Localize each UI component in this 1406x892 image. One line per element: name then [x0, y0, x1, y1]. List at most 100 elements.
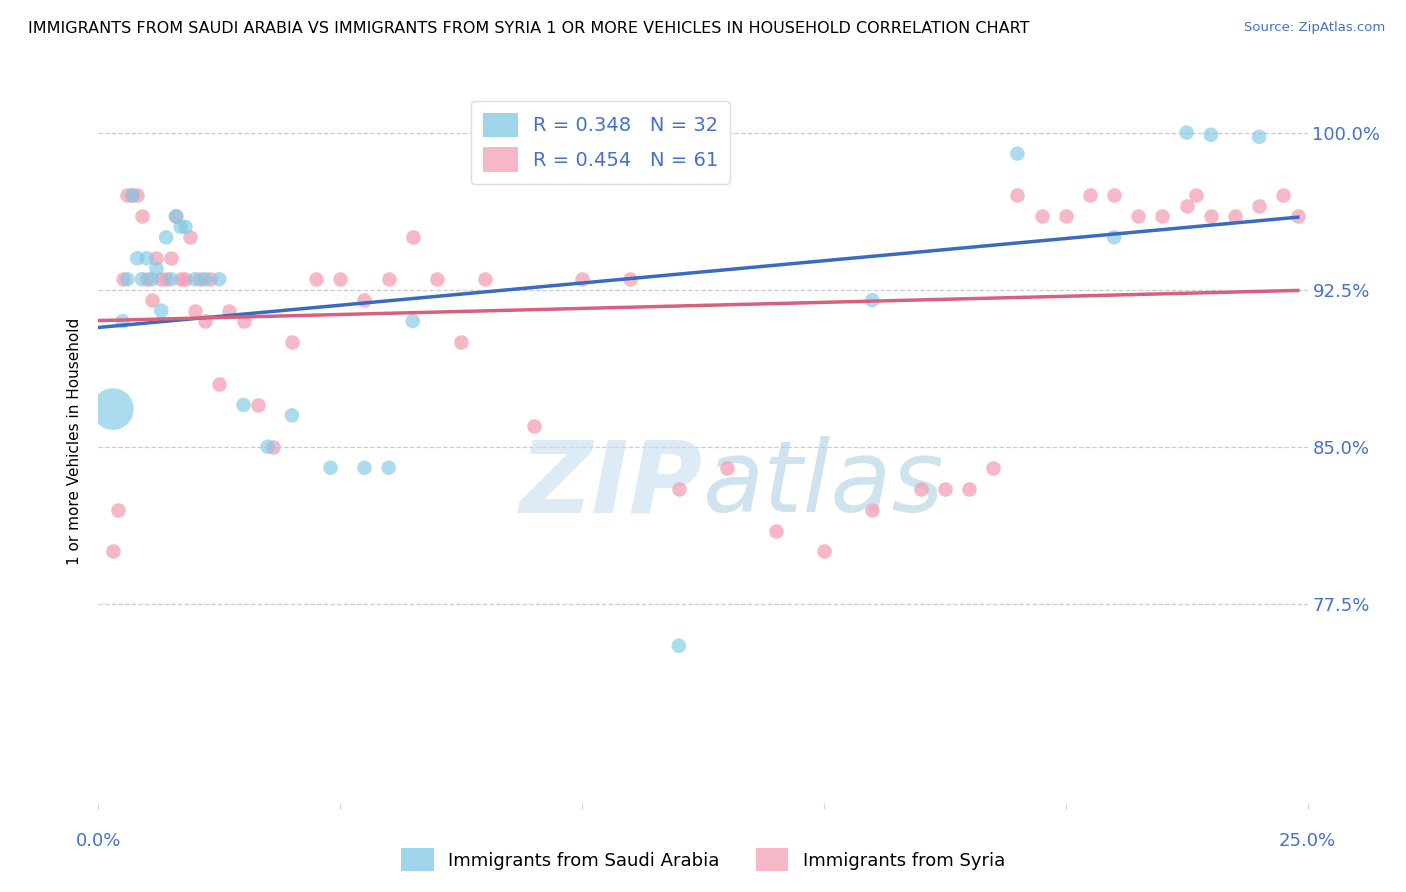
Y-axis label: 1 or more Vehicles in Household: 1 or more Vehicles in Household — [67, 318, 83, 566]
Point — [141, 272, 163, 286]
Point — [716, 460, 738, 475]
Point — [150, 272, 173, 286]
Point — [218, 303, 240, 318]
Point — [101, 544, 124, 558]
Point — [934, 482, 956, 496]
Point — [813, 544, 835, 558]
Point — [150, 303, 173, 318]
Point — [319, 460, 342, 475]
Point — [353, 460, 375, 475]
Point — [155, 230, 177, 244]
Point — [262, 440, 284, 454]
Point — [184, 272, 207, 286]
Point — [135, 252, 157, 266]
Point — [247, 398, 270, 412]
Point — [145, 252, 167, 266]
Point — [1249, 199, 1271, 213]
Point — [860, 502, 883, 516]
Point — [145, 261, 167, 276]
Point — [155, 272, 177, 286]
Legend: Immigrants from Saudi Arabia, Immigrants from Syria: Immigrants from Saudi Arabia, Immigrants… — [394, 841, 1012, 879]
Point — [402, 314, 425, 328]
Point — [101, 402, 124, 417]
Point — [188, 272, 211, 286]
Point — [860, 293, 883, 308]
Point — [474, 272, 496, 286]
Point — [668, 482, 690, 496]
Point — [1185, 188, 1208, 202]
Point — [668, 639, 690, 653]
Point — [1128, 210, 1150, 224]
Point — [1031, 210, 1053, 224]
Point — [184, 303, 207, 318]
Point — [111, 272, 134, 286]
Point — [194, 272, 217, 286]
Point — [305, 272, 328, 286]
Point — [198, 272, 221, 286]
Point — [910, 482, 932, 496]
Point — [121, 188, 143, 202]
Point — [135, 272, 157, 286]
Point — [1272, 188, 1295, 202]
Point — [353, 293, 375, 308]
Point — [1078, 188, 1101, 202]
Point — [169, 272, 191, 286]
Point — [208, 376, 231, 391]
Point — [107, 502, 129, 516]
Text: 25.0%: 25.0% — [1279, 831, 1336, 850]
Point — [256, 440, 278, 454]
Point — [208, 272, 231, 286]
Text: Source: ZipAtlas.com: Source: ZipAtlas.com — [1244, 21, 1385, 34]
Point — [160, 272, 183, 286]
Point — [281, 409, 304, 423]
Point — [426, 272, 449, 286]
Point — [281, 334, 304, 349]
Point — [117, 188, 139, 202]
Point — [523, 418, 546, 433]
Point — [571, 272, 593, 286]
Point — [1175, 199, 1198, 213]
Point — [619, 272, 641, 286]
Point — [111, 314, 134, 328]
Point — [232, 314, 254, 328]
Point — [957, 482, 980, 496]
Text: atlas: atlas — [703, 436, 945, 533]
Point — [117, 272, 139, 286]
Point — [160, 252, 183, 266]
Point — [1007, 188, 1029, 202]
Point — [377, 460, 399, 475]
Point — [127, 188, 149, 202]
Point — [1223, 210, 1246, 224]
Text: IMMIGRANTS FROM SAUDI ARABIA VS IMMIGRANTS FROM SYRIA 1 OR MORE VEHICLES IN HOUS: IMMIGRANTS FROM SAUDI ARABIA VS IMMIGRAN… — [28, 21, 1029, 36]
Point — [1152, 210, 1174, 224]
Point — [179, 230, 201, 244]
Point — [1199, 128, 1222, 142]
Point — [765, 524, 787, 538]
Point — [329, 272, 352, 286]
Point — [174, 272, 197, 286]
Point — [1175, 126, 1198, 140]
Point — [194, 314, 217, 328]
Point — [131, 210, 153, 224]
Point — [131, 272, 153, 286]
Point — [1286, 210, 1309, 224]
Point — [1102, 230, 1125, 244]
Text: ZIP: ZIP — [520, 436, 703, 533]
Legend: R = 0.348   N = 32, R = 0.454   N = 61: R = 0.348 N = 32, R = 0.454 N = 61 — [471, 101, 730, 184]
Point — [165, 210, 187, 224]
Point — [1054, 210, 1077, 224]
Point — [981, 460, 1004, 475]
Point — [174, 219, 197, 234]
Text: 0.0%: 0.0% — [76, 831, 121, 850]
Point — [1199, 210, 1222, 224]
Point — [141, 293, 163, 308]
Point — [1249, 129, 1271, 144]
Point — [402, 230, 425, 244]
Point — [169, 219, 191, 234]
Point — [450, 334, 472, 349]
Point — [1007, 146, 1029, 161]
Point — [121, 188, 143, 202]
Point — [165, 210, 187, 224]
Point — [232, 398, 254, 412]
Point — [127, 252, 149, 266]
